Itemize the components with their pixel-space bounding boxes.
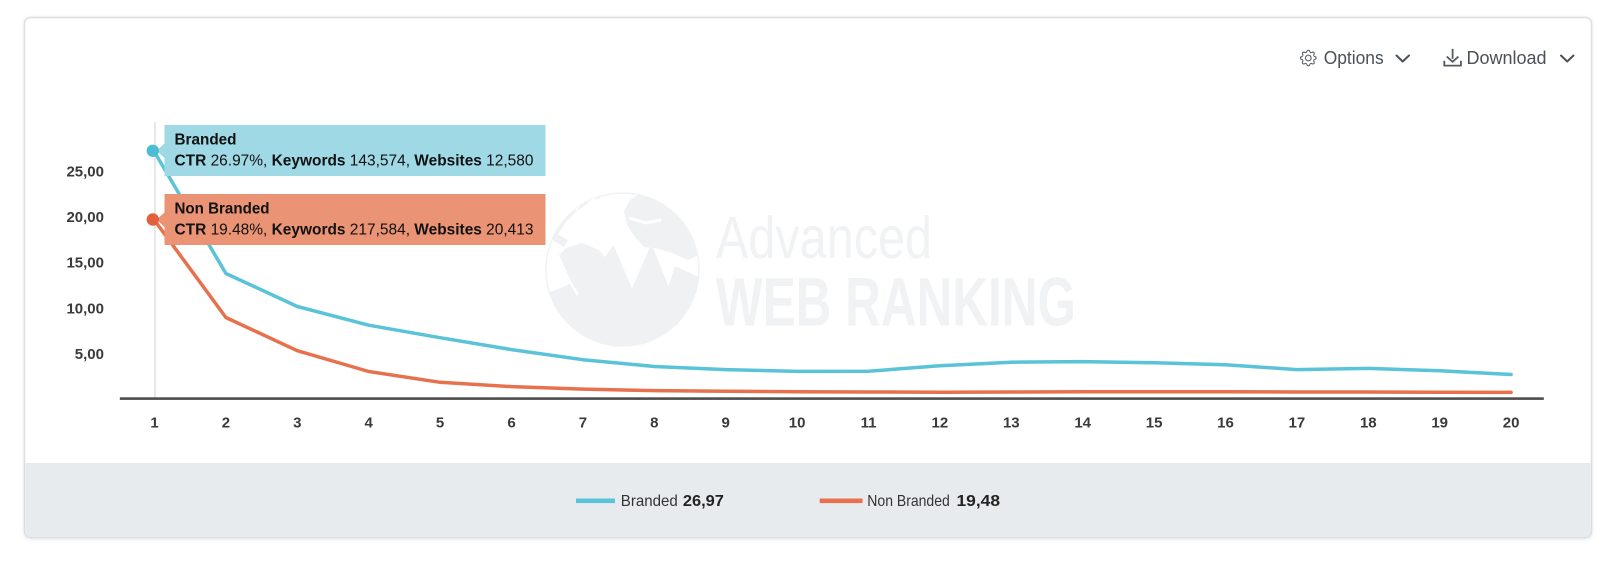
svg-text:16: 16 xyxy=(1217,415,1234,432)
svg-text:10,00: 10,00 xyxy=(66,300,104,317)
svg-text:15,00: 15,00 xyxy=(66,255,104,272)
svg-text:Options: Options xyxy=(1324,48,1384,68)
svg-text:Advanced: Advanced xyxy=(716,205,932,271)
svg-text:9: 9 xyxy=(722,415,730,432)
svg-text:Non Branded: Non Branded xyxy=(175,201,270,218)
svg-text:18: 18 xyxy=(1360,415,1377,432)
svg-text:11: 11 xyxy=(861,415,877,432)
svg-text:CTR 26.97%, Keywords 143,574,: CTR 26.97%, Keywords 143,574, Websites 1… xyxy=(175,153,534,170)
svg-text:15: 15 xyxy=(1146,415,1163,432)
svg-text:13: 13 xyxy=(1003,415,1020,432)
svg-text:10: 10 xyxy=(789,415,806,432)
svg-text:4: 4 xyxy=(365,415,374,432)
svg-text:7: 7 xyxy=(579,415,587,432)
svg-text:Download: Download xyxy=(1467,48,1547,68)
svg-text:Branded: Branded xyxy=(175,132,237,149)
svg-text:20,00: 20,00 xyxy=(66,209,104,226)
svg-text:5,00: 5,00 xyxy=(75,346,104,363)
svg-text:2: 2 xyxy=(222,415,230,432)
svg-text:8: 8 xyxy=(650,415,658,432)
svg-text:26,97: 26,97 xyxy=(683,493,724,510)
svg-text:14: 14 xyxy=(1074,415,1091,432)
svg-text:19,48: 19,48 xyxy=(957,493,1001,510)
svg-text:25,00: 25,00 xyxy=(66,164,104,181)
svg-text:12: 12 xyxy=(932,415,949,432)
svg-text:Branded: Branded xyxy=(621,493,678,510)
svg-text:5: 5 xyxy=(436,415,444,432)
svg-text:20: 20 xyxy=(1503,415,1520,432)
svg-text:CTR 19.48%, Keywords 217,584,: CTR 19.48%, Keywords 217,584, Websites 2… xyxy=(175,222,534,239)
svg-text:WEB RANKING: WEB RANKING xyxy=(716,264,1076,341)
svg-text:1: 1 xyxy=(150,415,158,432)
svg-text:Non Branded: Non Branded xyxy=(867,493,950,510)
svg-text:3: 3 xyxy=(293,415,301,432)
svg-text:6: 6 xyxy=(507,415,515,432)
svg-text:19: 19 xyxy=(1431,415,1448,432)
svg-text:17: 17 xyxy=(1289,415,1306,432)
